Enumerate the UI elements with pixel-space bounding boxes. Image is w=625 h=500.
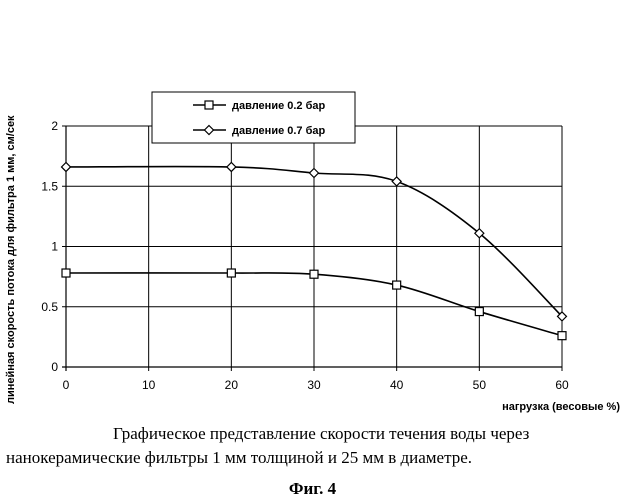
- chart-legend: давление 0.2 бар давление 0.7 бар: [152, 92, 355, 143]
- x-tick-label: 30: [307, 378, 321, 392]
- y-tick-label: 2: [51, 119, 58, 133]
- chart-grid: [66, 126, 562, 367]
- x-tick-label: 10: [142, 378, 156, 392]
- legend-marker-1: [205, 101, 213, 109]
- data-point-series-1: [475, 308, 483, 316]
- data-point-series-2: [310, 168, 319, 177]
- line-chart: 00.511.520102030405060 линейная скорость…: [0, 0, 625, 420]
- y-tick-label: 1.5: [41, 179, 58, 193]
- x-tick-label: 60: [555, 378, 569, 392]
- chart-axes: [62, 126, 562, 371]
- y-tick-label: 1: [51, 240, 58, 254]
- figure-caption-line-1: Графическое представление скорости течен…: [113, 424, 529, 444]
- y-tick-label: 0: [51, 360, 58, 374]
- data-point-series-1: [393, 281, 401, 289]
- data-point-series-1: [227, 269, 235, 277]
- legend-label-2: давление 0.7 бар: [232, 125, 326, 137]
- data-point-series-2: [62, 162, 71, 171]
- data-point-series-2: [392, 177, 401, 186]
- data-point-series-1: [310, 270, 318, 278]
- figure-caption-line-2: нанокерамические фильтры 1 мм толщиной и…: [6, 448, 472, 468]
- data-point-series-1: [558, 332, 566, 340]
- x-axis-label: нагрузка (весовые %): [502, 401, 620, 413]
- x-tick-label: 40: [390, 378, 404, 392]
- tick-labels: 00.511.520102030405060: [41, 119, 569, 392]
- legend-label-1: давление 0.2 бар: [232, 100, 326, 112]
- x-tick-label: 20: [225, 378, 239, 392]
- x-tick-label: 50: [473, 378, 487, 392]
- figure-number: Фиг. 4: [0, 479, 625, 499]
- y-axis-label: линейная скорость потока для фильтра 1 м…: [5, 115, 17, 404]
- data-point-series-1: [62, 269, 70, 277]
- y-tick-label: 0.5: [41, 300, 58, 314]
- data-point-series-2: [227, 162, 236, 171]
- x-tick-label: 0: [63, 378, 70, 392]
